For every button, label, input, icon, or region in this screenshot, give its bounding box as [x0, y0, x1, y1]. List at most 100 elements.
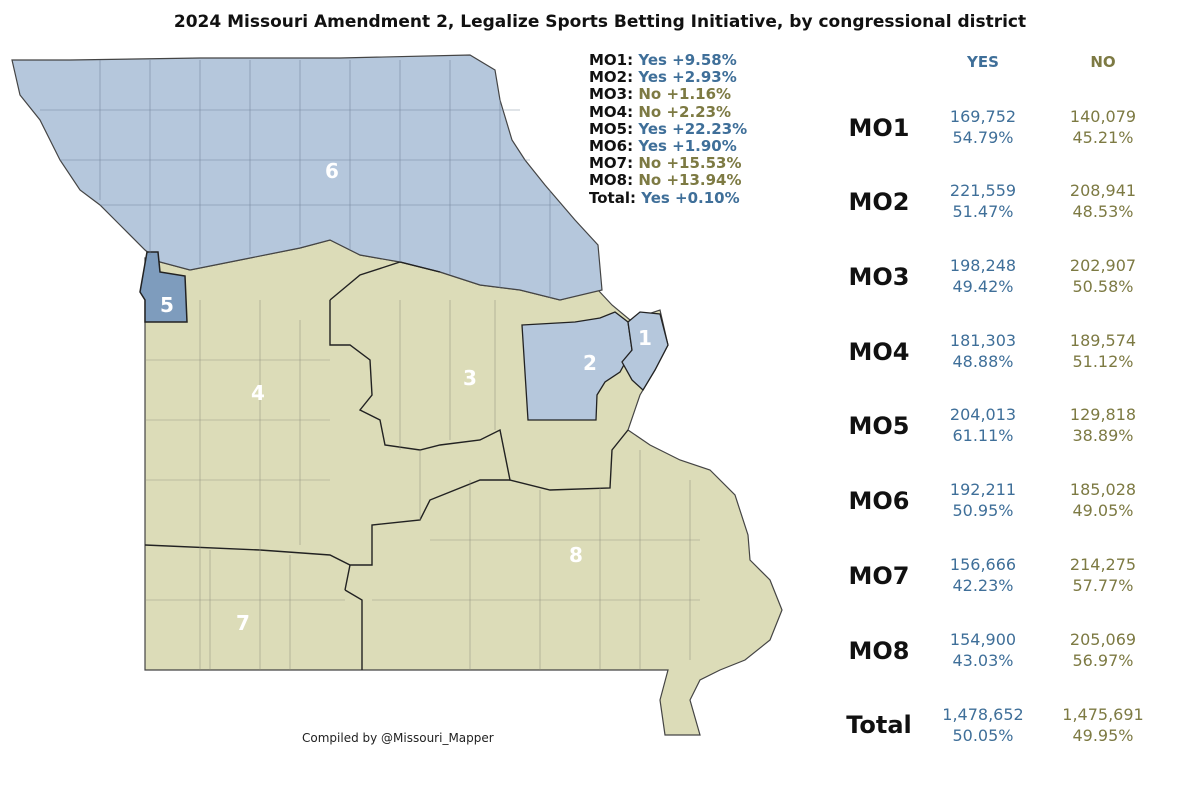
margin-value: No +1.16%	[638, 85, 732, 104]
margin-value: No +13.94%	[638, 171, 742, 190]
yes-column-header: YES	[967, 53, 999, 71]
margin-value: Yes +2.93%	[638, 68, 737, 87]
yes-cell-total: 1,478,652 50.05%	[928, 704, 1038, 746]
district-4-label: 4	[251, 381, 265, 405]
margin-value: Yes +9.58%	[638, 51, 737, 69]
no-votes: 202,907	[1069, 256, 1137, 275]
row-label-mo4: MO4	[848, 338, 910, 366]
yes-cell-mo6: 192,211 50.95%	[928, 479, 1038, 521]
yes-cell-mo2: 221,559 51.47%	[928, 180, 1038, 222]
yes-votes: 204,013	[949, 405, 1017, 424]
row-label-total: Total	[846, 711, 912, 739]
no-votes: 140,079	[1069, 107, 1137, 126]
yes-votes: 192,211	[949, 480, 1017, 499]
yes-cell-mo4: 181,303 48.88%	[928, 330, 1038, 372]
margin-value: Yes +22.23%	[638, 119, 748, 138]
row-label-mo1: MO1	[848, 114, 910, 142]
no-cell-mo5: 129,818 38.89%	[1048, 404, 1158, 446]
margin-value: Yes +0.10%	[641, 188, 740, 207]
margin-label: MO5:	[589, 119, 634, 138]
margin-value: No +2.23%	[638, 102, 732, 121]
margin-label: MO7:	[589, 154, 634, 173]
district-1-label: 1	[638, 326, 652, 350]
no-votes: 1,475,691	[1062, 705, 1144, 724]
row-label-mo7: MO7	[848, 562, 910, 590]
yes-votes: 1,478,652	[942, 705, 1024, 724]
district-8-label: 8	[569, 543, 583, 567]
no-column-header: NO	[1090, 53, 1116, 71]
margin-label: MO2:	[589, 68, 634, 87]
county-lines	[145, 300, 700, 670]
margin-value: No +15.53%	[638, 154, 742, 173]
yes-cell-mo8: 154,900 43.03%	[928, 629, 1038, 671]
no-cell-mo7: 214,275 57.77%	[1048, 554, 1158, 596]
yes-cell-mo3: 198,248 49.42%	[928, 255, 1038, 297]
yes-cell-mo7: 156,666 42.23%	[928, 554, 1038, 596]
district-6-label: 6	[325, 159, 339, 183]
margin-label: MO8:	[589, 171, 634, 190]
margin-row-mo4: MO4: No +2.23%	[589, 102, 747, 121]
district-5-label: 5	[160, 293, 174, 317]
yes-votes: 181,303	[949, 331, 1017, 350]
no-cell-total: 1,475,691 49.95%	[1048, 704, 1158, 746]
no-pct: 49.95%	[1072, 726, 1134, 745]
yes-votes: 221,559	[949, 181, 1017, 200]
chart-title: 2024 Missouri Amendment 2, Legalize Spor…	[173, 12, 1027, 32]
no-pct: 49.05%	[1072, 501, 1134, 520]
yes-pct: 49.42%	[952, 277, 1014, 296]
yes-pct: 54.79%	[952, 128, 1014, 147]
yes-pct: 51.47%	[952, 202, 1014, 221]
no-votes: 129,818	[1069, 405, 1137, 424]
district-2-label: 2	[583, 351, 597, 375]
no-votes: 208,941	[1069, 181, 1137, 200]
margin-row-mo3: MO3: No +1.16%	[589, 86, 747, 103]
district-7-label: 7	[236, 611, 250, 635]
row-label-mo2: MO2	[848, 188, 910, 216]
margin-row-mo5: MO5: Yes +22.23%	[589, 119, 748, 138]
margin-row-mo7: MO7: No +15.53%	[589, 155, 747, 172]
no-pct: 51.12%	[1072, 352, 1134, 371]
no-cell-mo8: 205,069 56.97%	[1048, 629, 1158, 671]
yes-cell-mo5: 204,013 61.11%	[928, 404, 1038, 446]
row-label-mo8: MO8	[848, 637, 910, 665]
margin-label: MO4:	[589, 102, 634, 121]
no-pct: 38.89%	[1072, 426, 1134, 445]
row-label-mo3: MO3	[848, 263, 910, 291]
margin-list: MO1: Yes +9.58% MO2: Yes +2.93% MO3: No …	[589, 51, 748, 207]
row-label-mo5: MO5	[848, 412, 910, 440]
state-body	[144, 239, 783, 736]
margin-label: Total:	[589, 188, 636, 207]
margin-label: MO3:	[589, 85, 634, 104]
no-pct: 57.77%	[1072, 576, 1134, 595]
district-6-area	[11, 54, 603, 301]
margin-row-total: Total: Yes +0.10%	[589, 188, 747, 207]
row-label-mo6: MO6	[848, 487, 910, 515]
credit-line: Compiled by @Missouri_Mapper	[302, 731, 494, 745]
no-cell-mo3: 202,907 50.58%	[1048, 255, 1158, 297]
no-pct: 48.53%	[1072, 202, 1134, 221]
yes-pct: 48.88%	[952, 352, 1014, 371]
yes-votes: 154,900	[949, 630, 1017, 649]
margin-value: Yes +1.90%	[638, 137, 737, 156]
no-pct: 50.58%	[1072, 277, 1134, 296]
margin-label: MO1:	[589, 51, 634, 69]
yes-pct: 61.11%	[952, 426, 1014, 445]
district-3-label: 3	[463, 366, 477, 390]
no-cell-mo4: 189,574 51.12%	[1048, 330, 1158, 372]
county-lines-north	[40, 60, 560, 298]
margin-row-mo8: MO8: No +13.94%	[589, 172, 747, 189]
yes-cell-mo1: 169,752 54.79%	[928, 106, 1038, 148]
no-votes: 189,574	[1069, 331, 1137, 350]
no-votes: 185,028	[1069, 480, 1137, 499]
margin-row-mo6: MO6: Yes +1.90%	[589, 137, 747, 156]
yes-pct: 50.05%	[952, 726, 1014, 745]
yes-pct: 42.23%	[952, 576, 1014, 595]
district-1-area	[621, 311, 669, 392]
yes-pct: 50.95%	[952, 501, 1014, 520]
no-cell-mo1: 140,079 45.21%	[1048, 106, 1158, 148]
no-pct: 56.97%	[1072, 651, 1134, 670]
no-pct: 45.21%	[1072, 128, 1134, 147]
margin-row-mo2: MO2: Yes +2.93%	[589, 69, 747, 86]
margin-row-mo1: MO1: Yes +9.58%	[589, 51, 747, 69]
